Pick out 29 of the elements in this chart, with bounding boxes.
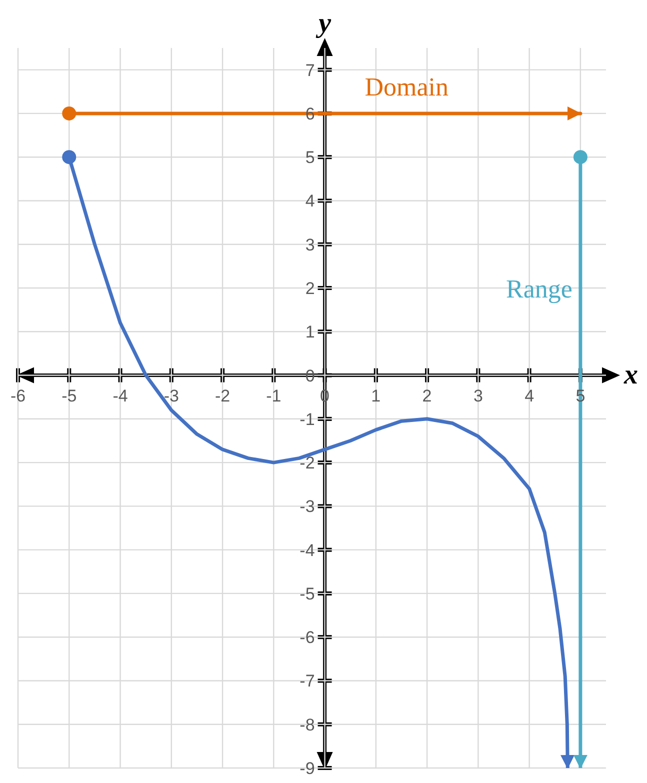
y-tick-label: -7 — [300, 672, 315, 691]
y-tick-label: -4 — [300, 540, 315, 560]
y-tick-label: 2 — [305, 279, 315, 298]
y-tick-label: -8 — [300, 715, 315, 734]
x-axis-title: x — [623, 359, 638, 390]
y-axis-title: y — [316, 8, 332, 39]
y-tick-label: -5 — [300, 584, 315, 604]
series-label: Domain — [364, 72, 448, 102]
x-tick-label: 4 — [524, 386, 534, 406]
x-tick-label: 3 — [473, 386, 483, 406]
x-tick-label: -6 — [10, 386, 26, 406]
x-tick-label: -5 — [62, 386, 77, 406]
x-tick-label: 1 — [371, 386, 381, 406]
y-tick-label: 4 — [305, 192, 315, 211]
y-tick-label: -3 — [300, 497, 315, 516]
y-tick-label: 1 — [305, 322, 315, 342]
y-tick-label: -1 — [300, 410, 315, 429]
y-tick-label: 3 — [305, 235, 315, 254]
x-tick-label: -2 — [214, 386, 230, 406]
series-label: Range — [506, 274, 572, 304]
y-tick-label: -9 — [300, 759, 315, 778]
x-tick-label: -1 — [266, 386, 282, 406]
y-tick-label: -2 — [300, 454, 315, 473]
y-tick-label: 7 — [305, 60, 315, 80]
y-tick-label: 5 — [305, 148, 315, 168]
y-tick-label: -6 — [300, 628, 315, 648]
x-tick-label: 2 — [422, 386, 432, 406]
x-tick-label: -4 — [112, 386, 128, 406]
x-tick-label: -3 — [164, 386, 179, 406]
